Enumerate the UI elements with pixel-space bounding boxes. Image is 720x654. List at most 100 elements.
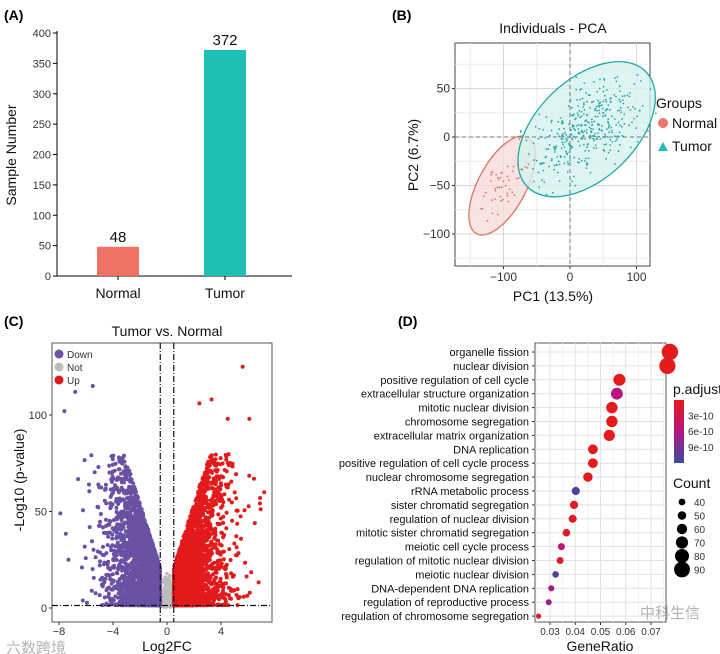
volcano-point-down bbox=[128, 572, 133, 577]
pca-point-normal bbox=[511, 191, 514, 194]
pca-point-normal bbox=[500, 172, 502, 174]
pca-point-tumor bbox=[614, 77, 617, 79]
volcano-point-down bbox=[98, 512, 103, 516]
pca-point-tumor bbox=[609, 138, 612, 141]
volcano-point-down bbox=[123, 561, 128, 566]
volcano-point-down bbox=[117, 496, 122, 501]
volcano-point-down bbox=[131, 523, 136, 528]
pca-point-tumor bbox=[545, 155, 548, 158]
pca-point-tumor bbox=[558, 163, 561, 166]
pca-point-tumor bbox=[543, 181, 546, 184]
volcano-point-up bbox=[218, 456, 223, 461]
pca-point-tumor bbox=[547, 195, 549, 198]
volcano-point-down bbox=[134, 580, 139, 585]
pca-point-tumor bbox=[594, 132, 596, 135]
pca-point-tumor bbox=[587, 150, 590, 152]
volcano-point-down bbox=[118, 524, 123, 529]
pca-point-tumor bbox=[585, 167, 588, 170]
volcano-point-down bbox=[112, 487, 117, 492]
pca-point-tumor bbox=[619, 85, 621, 88]
pca-point-normal bbox=[507, 200, 510, 203]
pca-point-tumor bbox=[558, 180, 561, 183]
volcano-point-down bbox=[112, 584, 117, 589]
pca-point-tumor bbox=[592, 100, 595, 103]
volcano-point-down bbox=[120, 574, 125, 579]
volcano-point-down bbox=[115, 516, 120, 521]
volcano-point-down bbox=[135, 536, 140, 541]
pca-point-tumor bbox=[600, 104, 603, 107]
volcano-point-down bbox=[144, 531, 149, 536]
pca-point-tumor bbox=[593, 81, 595, 83]
pca-point-normal bbox=[506, 192, 509, 195]
pca-point-tumor bbox=[573, 175, 575, 178]
pca-point-tumor bbox=[561, 133, 564, 135]
volcano-point-down bbox=[126, 567, 131, 572]
pca-point-tumor bbox=[542, 169, 545, 172]
volcano-point-down bbox=[87, 482, 91, 487]
volcano-point-down bbox=[146, 542, 151, 547]
volcano-point-down bbox=[109, 501, 113, 506]
volcano-point-up bbox=[235, 587, 240, 592]
pca-point-tumor bbox=[527, 153, 530, 156]
pca-point-normal bbox=[512, 165, 515, 168]
pca-point-tumor bbox=[592, 137, 594, 140]
pca-point-tumor bbox=[554, 151, 556, 153]
pca-point-tumor bbox=[629, 109, 632, 111]
pca-point-tumor bbox=[626, 94, 629, 96]
pca-point-tumor bbox=[594, 107, 597, 110]
volcano-point-down bbox=[119, 485, 124, 490]
pca-point-tumor bbox=[538, 186, 541, 189]
pca-point-tumor bbox=[550, 129, 553, 132]
panel-c-label: (C) bbox=[4, 313, 23, 329]
volcano-point-down bbox=[123, 529, 128, 534]
volcano-point-down bbox=[150, 552, 155, 557]
pca-point-tumor bbox=[611, 141, 614, 143]
volcano-point-down bbox=[76, 477, 81, 482]
volcano-point-down bbox=[147, 537, 152, 541]
pca-point-tumor bbox=[580, 110, 583, 113]
pca-point-tumor bbox=[570, 147, 572, 150]
pca-point-tumor bbox=[541, 179, 543, 182]
volcano-point-down bbox=[96, 505, 101, 510]
volcano-point-down bbox=[107, 530, 112, 535]
pca-point-tumor bbox=[606, 128, 608, 131]
pca-point-tumor bbox=[577, 105, 579, 107]
volcano-point-down bbox=[109, 548, 114, 553]
pca-point-normal bbox=[483, 195, 485, 198]
pca-point-tumor bbox=[580, 88, 583, 90]
pca-point-tumor bbox=[581, 129, 583, 132]
volcano-point-down bbox=[146, 528, 151, 533]
pca-point-tumor bbox=[533, 159, 535, 162]
volcano-point-down bbox=[131, 530, 136, 534]
volcano-point-down bbox=[123, 550, 127, 555]
pca-point-tumor bbox=[538, 127, 541, 130]
volcano-point-down bbox=[143, 541, 148, 546]
volcano-point-down bbox=[123, 475, 128, 480]
pca-point-tumor bbox=[620, 111, 623, 113]
pca-point-tumor bbox=[520, 131, 522, 133]
panel-b-legend-title: Groups bbox=[656, 95, 702, 111]
pca-point-tumor bbox=[615, 80, 618, 83]
volcano-point-down bbox=[147, 572, 152, 577]
pca-point-tumor bbox=[605, 143, 608, 146]
volcano-point-down bbox=[109, 477, 114, 482]
pca-point-tumor bbox=[592, 147, 595, 149]
pca-point-tumor bbox=[535, 159, 538, 162]
volcano-point-down bbox=[150, 599, 155, 604]
pca-point-normal bbox=[513, 194, 516, 197]
pca-point-tumor bbox=[606, 136, 609, 138]
pca-point-tumor bbox=[563, 155, 566, 158]
pca-point-tumor bbox=[609, 144, 612, 146]
volcano-point-down bbox=[122, 470, 127, 475]
volcano-point-down bbox=[100, 603, 105, 608]
volcano-point-not bbox=[161, 588, 166, 593]
pca-point-tumor bbox=[609, 97, 612, 100]
pca-point-tumor bbox=[580, 137, 582, 140]
pca-point-tumor bbox=[593, 135, 596, 137]
volcano-point-down bbox=[150, 544, 155, 549]
pca-point-tumor bbox=[560, 138, 563, 140]
pca-point-tumor bbox=[607, 120, 609, 123]
y-tick-label: 200 bbox=[33, 150, 51, 162]
pca-point-tumor bbox=[562, 138, 564, 140]
volcano-point-up bbox=[258, 507, 263, 512]
